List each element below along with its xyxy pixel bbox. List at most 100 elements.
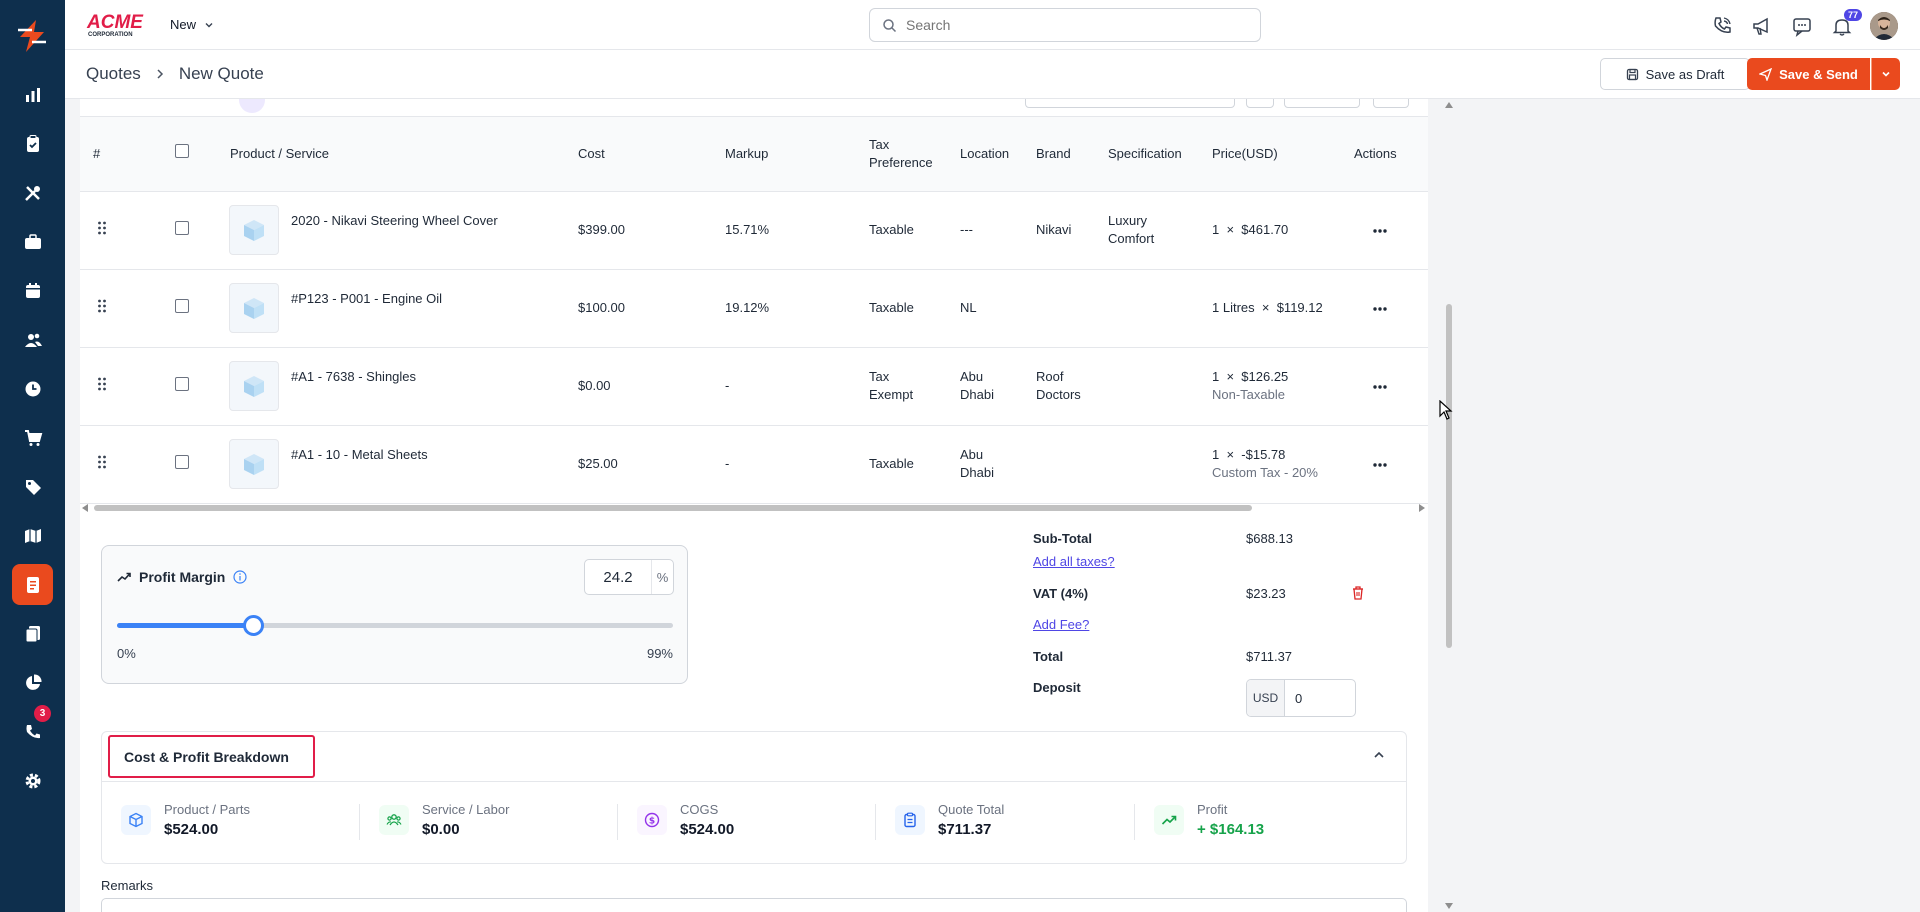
more-actions-icon[interactable] (1372, 228, 1388, 234)
brand-line-2: Doctors (1036, 387, 1081, 402)
breadcrumb-quotes-link[interactable]: Quotes (86, 64, 141, 83)
drag-handle-icon[interactable] (97, 220, 107, 236)
add-fee-link[interactable]: Add Fee? (1033, 617, 1090, 632)
sidebar-item-tools[interactable] (12, 172, 53, 213)
row-checkbox[interactable] (175, 376, 189, 391)
sidebar-item-pricebook[interactable] (12, 466, 53, 507)
svg-text:CORPORATION: CORPORATION (88, 32, 133, 38)
profit-margin-slider[interactable] (117, 615, 673, 636)
col-header-select (158, 117, 229, 192)
sidebar-item-settings[interactable] (12, 760, 53, 801)
sidebar-item-quotes[interactable] (12, 564, 53, 605)
sidebar-item-work[interactable] (12, 221, 53, 262)
slider-handle[interactable] (242, 615, 264, 636)
sidebar-item-timesheets[interactable] (12, 368, 53, 409)
search-box[interactable] (869, 8, 1261, 42)
brand-logo[interactable]: ACME CORPORATION (86, 10, 150, 38)
stat-label: Product / Parts (164, 802, 250, 817)
drag-handle-cell (80, 191, 158, 270)
deposit-field[interactable]: USD 0 (1246, 679, 1356, 717)
row-checkbox[interactable] (175, 298, 189, 313)
markup-cell: 15.71% (725, 191, 869, 270)
more-actions-icon[interactable] (1372, 462, 1388, 468)
announcements-button[interactable] (1750, 14, 1774, 38)
horizontal-scrollbar[interactable] (80, 502, 1428, 514)
sidebar-item-invoices[interactable] (12, 613, 53, 654)
sidebar-item-map[interactable] (12, 515, 53, 556)
table-row[interactable]: #A1 - 10 - Metal Sheets $25.00 - Taxable… (80, 425, 1428, 504)
scroll-right-icon[interactable] (1418, 504, 1425, 512)
clipboard-icon (26, 134, 39, 152)
more-actions-icon[interactable] (1372, 306, 1388, 312)
profit-margin-value[interactable]: 24.2 (603, 568, 633, 586)
tax-line-1: Taxable (869, 300, 914, 315)
col-header-brand: Brand (1036, 117, 1108, 192)
sidebar-item-calls[interactable]: 3 (12, 705, 53, 752)
scroll-left-icon[interactable] (82, 504, 89, 512)
notifications-button[interactable]: 77 (1830, 9, 1862, 38)
stat-value: $0.00 (422, 821, 460, 838)
sidebar-item-customers[interactable] (12, 319, 53, 360)
sidebar-item-dashboard[interactable] (12, 74, 53, 115)
svg-text:$: $ (649, 817, 655, 827)
drag-handle-icon[interactable] (97, 454, 107, 470)
chevron-up-icon[interactable] (1372, 748, 1386, 762)
col-header-cost: Cost (578, 117, 725, 192)
scroll-up-icon[interactable] (1445, 102, 1453, 109)
save-send-dropdown-button[interactable] (1871, 58, 1900, 90)
delete-tax-icon[interactable] (1351, 585, 1365, 600)
sidebar-item-purchases[interactable] (12, 417, 53, 458)
app-logo-icon[interactable] (14, 18, 50, 54)
drag-handle-icon[interactable] (97, 376, 107, 392)
product-cell: #A1 - 7638 - Shingles (229, 347, 578, 426)
search-input[interactable] (906, 17, 1246, 33)
avatar[interactable] (1870, 12, 1898, 40)
trending-up-icon (1161, 815, 1177, 825)
vertical-scrollbar-thumb[interactable] (1446, 304, 1452, 648)
add-all-taxes-link[interactable]: Add all taxes? (1033, 554, 1115, 569)
row-checkbox[interactable] (175, 454, 189, 469)
brand-cell (1036, 425, 1108, 504)
tax-line-2: Exempt (869, 387, 914, 402)
select-all-checkbox[interactable] (175, 144, 189, 159)
phone-call-button[interactable] (1710, 14, 1734, 38)
product-name[interactable]: 2020 - Nikavi Steering Wheel Cover (291, 213, 498, 228)
more-actions-icon[interactable] (1372, 384, 1388, 390)
remarks-input[interactable] (101, 898, 1407, 912)
table-row[interactable]: #A1 - 7638 - Shingles $0.00 - Tax Exempt … (80, 347, 1428, 426)
product-name[interactable]: #P123 - P001 - Engine Oil (291, 291, 443, 306)
row-checkbox[interactable] (175, 220, 189, 235)
scroll-down-icon[interactable] (1445, 902, 1453, 909)
sidebar: 3 (0, 0, 65, 912)
breakdown-header[interactable]: Cost & Profit Breakdown (102, 732, 1406, 782)
cost-cell: $100.00 (578, 269, 725, 348)
profit-margin-input[interactable]: 24.2 % (584, 559, 674, 595)
location-line-1: Abu (960, 447, 984, 462)
tax-cell: Taxable (869, 269, 960, 348)
tax-line-1: Taxable (869, 222, 914, 237)
price-cell: 1 Litres × $119.12 (1212, 269, 1354, 348)
table-row[interactable]: 2020 - Nikavi Steering Wheel Cover $399.… (80, 191, 1428, 270)
brand-cell: Roof Doctors (1036, 347, 1108, 426)
deposit-input[interactable]: 0 (1295, 690, 1303, 706)
new-menu-button[interactable]: New (170, 17, 214, 32)
box-icon (244, 298, 264, 319)
breadcrumb: Quotes New Quote (86, 64, 264, 84)
horizontal-scrollbar-thumb[interactable] (94, 505, 1252, 511)
info-icon[interactable] (233, 570, 247, 584)
table-row[interactable]: #P123 - P001 - Engine Oil $100.00 19.12%… (80, 269, 1428, 348)
sidebar-item-reports[interactable] (12, 662, 53, 703)
messages-button[interactable] (1790, 14, 1814, 38)
bell-icon (1832, 19, 1852, 36)
vertical-scrollbar[interactable] (1442, 99, 1456, 912)
product-name[interactable]: #A1 - 10 - Metal Sheets (291, 447, 428, 462)
save-draft-button[interactable]: Save as Draft (1600, 58, 1750, 90)
breadcrumb-bar: Quotes New Quote Save as Draft Save & Se… (65, 50, 1920, 99)
drag-handle-icon[interactable] (97, 298, 107, 314)
sidebar-item-calendar[interactable] (12, 270, 53, 311)
breakdown-title: Cost & Profit Breakdown (108, 735, 315, 778)
save-send-button[interactable]: Save & Send (1747, 58, 1870, 90)
sidebar-item-jobs[interactable] (12, 123, 53, 164)
product-name[interactable]: #A1 - 7638 - Shingles (291, 369, 417, 384)
actions-cell (1354, 425, 1428, 504)
